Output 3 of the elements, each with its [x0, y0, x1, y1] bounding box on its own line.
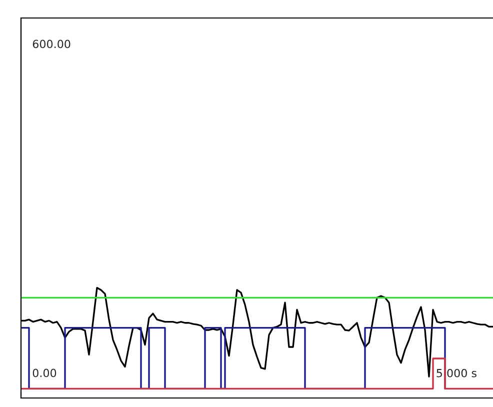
y-tick-label: 600.00 — [32, 40, 70, 48]
y-tick-label: 0.00 — [32, 368, 56, 378]
annotation: 5 000 s — [436, 368, 476, 378]
